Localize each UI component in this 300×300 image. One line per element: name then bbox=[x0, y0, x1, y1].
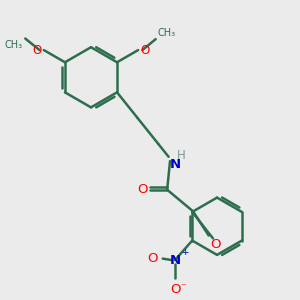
Text: CH₃: CH₃ bbox=[4, 40, 22, 50]
Text: O: O bbox=[147, 252, 158, 265]
Text: O: O bbox=[170, 283, 180, 296]
Text: O: O bbox=[137, 183, 148, 196]
Text: O: O bbox=[210, 238, 220, 251]
Text: CH₃: CH₃ bbox=[158, 28, 176, 38]
Text: N: N bbox=[169, 254, 181, 266]
Text: +: + bbox=[181, 248, 189, 256]
Text: O: O bbox=[32, 44, 42, 57]
Text: N: N bbox=[170, 158, 181, 171]
Text: ⁻: ⁻ bbox=[180, 282, 186, 292]
Text: H: H bbox=[177, 149, 186, 162]
Text: O: O bbox=[140, 44, 150, 57]
